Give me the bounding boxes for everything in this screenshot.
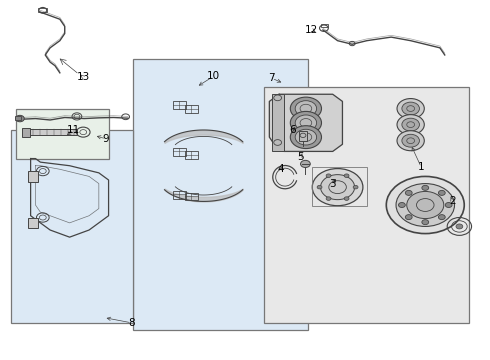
Bar (173, 191, 186, 199)
Circle shape (402, 134, 419, 147)
Circle shape (312, 168, 363, 206)
Bar (28, 171, 38, 182)
Bar (22, 128, 30, 137)
Circle shape (397, 99, 424, 118)
Text: 5: 5 (297, 152, 304, 162)
Bar (24, 129, 77, 135)
Circle shape (386, 176, 464, 234)
Circle shape (290, 126, 321, 149)
Circle shape (456, 224, 463, 229)
Bar (16, 109, 109, 158)
Circle shape (402, 102, 419, 115)
Circle shape (295, 115, 317, 131)
Circle shape (405, 215, 412, 220)
Circle shape (422, 220, 429, 225)
Circle shape (344, 174, 349, 177)
Circle shape (16, 115, 24, 122)
Bar (38, 8, 47, 12)
Circle shape (402, 118, 419, 131)
Circle shape (290, 97, 321, 120)
Bar (11, 130, 133, 323)
Bar (133, 59, 308, 330)
Bar (185, 105, 198, 113)
Circle shape (396, 184, 455, 226)
Circle shape (398, 203, 405, 207)
Text: 1: 1 (418, 162, 425, 172)
Text: 12: 12 (305, 25, 318, 35)
Circle shape (344, 197, 349, 201)
Bar (312, 167, 367, 206)
Text: 7: 7 (269, 73, 275, 83)
Circle shape (320, 175, 355, 200)
Bar (28, 217, 38, 228)
Bar (272, 94, 284, 152)
Text: 3: 3 (329, 179, 336, 189)
Text: 4: 4 (278, 164, 284, 174)
Circle shape (422, 185, 429, 190)
Bar (298, 131, 307, 141)
Bar (185, 152, 198, 159)
Circle shape (445, 203, 452, 207)
Bar (265, 87, 469, 323)
Circle shape (397, 114, 424, 135)
Circle shape (439, 215, 445, 220)
Bar (185, 193, 198, 201)
Circle shape (295, 129, 317, 145)
Text: 11: 11 (67, 125, 80, 135)
Circle shape (439, 190, 445, 195)
Bar (320, 23, 328, 27)
Circle shape (317, 185, 322, 189)
Circle shape (353, 185, 358, 189)
Bar (173, 102, 186, 109)
Text: 9: 9 (103, 134, 109, 144)
Circle shape (405, 190, 412, 195)
Circle shape (326, 197, 331, 201)
Circle shape (295, 101, 317, 116)
Text: 2: 2 (449, 197, 456, 206)
Text: 10: 10 (207, 71, 220, 81)
Text: 6: 6 (290, 125, 296, 135)
Circle shape (300, 160, 310, 167)
Circle shape (290, 111, 321, 134)
Bar (15, 116, 21, 120)
Circle shape (397, 131, 424, 151)
Text: 13: 13 (76, 72, 90, 82)
Circle shape (326, 174, 331, 177)
Bar (173, 148, 186, 156)
Text: 8: 8 (129, 318, 135, 328)
Circle shape (407, 192, 444, 219)
Polygon shape (270, 94, 343, 152)
